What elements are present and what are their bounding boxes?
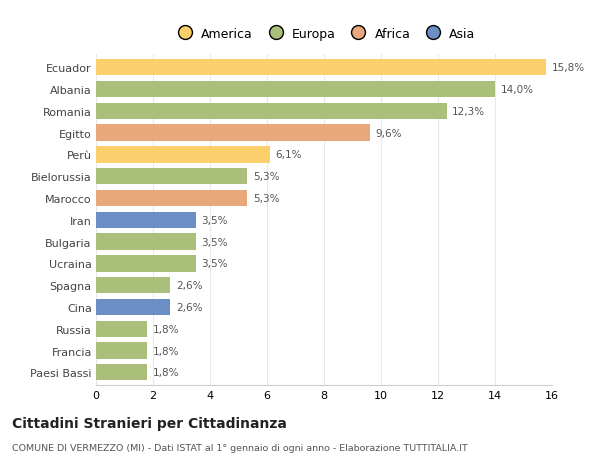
Text: 3,5%: 3,5%: [202, 259, 228, 269]
Bar: [96, 125, 370, 141]
Bar: [96, 82, 495, 98]
Bar: [96, 277, 170, 294]
Text: 14,0%: 14,0%: [500, 85, 534, 95]
Text: Cittadini Stranieri per Cittadinanza: Cittadini Stranieri per Cittadinanza: [12, 416, 287, 430]
Text: 2,6%: 2,6%: [176, 302, 202, 312]
Text: COMUNE DI VERMEZZO (MI) - Dati ISTAT al 1° gennaio di ogni anno - Elaborazione T: COMUNE DI VERMEZZO (MI) - Dati ISTAT al …: [12, 443, 468, 452]
Legend: America, Europa, Africa, Asia: America, Europa, Africa, Asia: [170, 25, 478, 43]
Bar: [96, 169, 247, 185]
Text: 3,5%: 3,5%: [202, 215, 228, 225]
Bar: [96, 234, 196, 250]
Text: 6,1%: 6,1%: [275, 150, 302, 160]
Bar: [96, 342, 148, 359]
Bar: [96, 321, 148, 337]
Text: 1,8%: 1,8%: [153, 346, 179, 356]
Bar: [96, 103, 446, 120]
Text: 5,3%: 5,3%: [253, 172, 279, 182]
Bar: [96, 364, 148, 381]
Bar: [96, 190, 247, 207]
Bar: [96, 60, 546, 76]
Text: 9,6%: 9,6%: [376, 129, 402, 138]
Bar: [96, 212, 196, 229]
Text: 1,8%: 1,8%: [153, 324, 179, 334]
Text: 15,8%: 15,8%: [552, 63, 585, 73]
Text: 12,3%: 12,3%: [452, 106, 485, 117]
Bar: [96, 147, 270, 163]
Text: 5,3%: 5,3%: [253, 194, 279, 204]
Text: 3,5%: 3,5%: [202, 237, 228, 247]
Text: 2,6%: 2,6%: [176, 280, 202, 291]
Bar: [96, 299, 170, 315]
Text: 1,8%: 1,8%: [153, 368, 179, 377]
Bar: [96, 256, 196, 272]
